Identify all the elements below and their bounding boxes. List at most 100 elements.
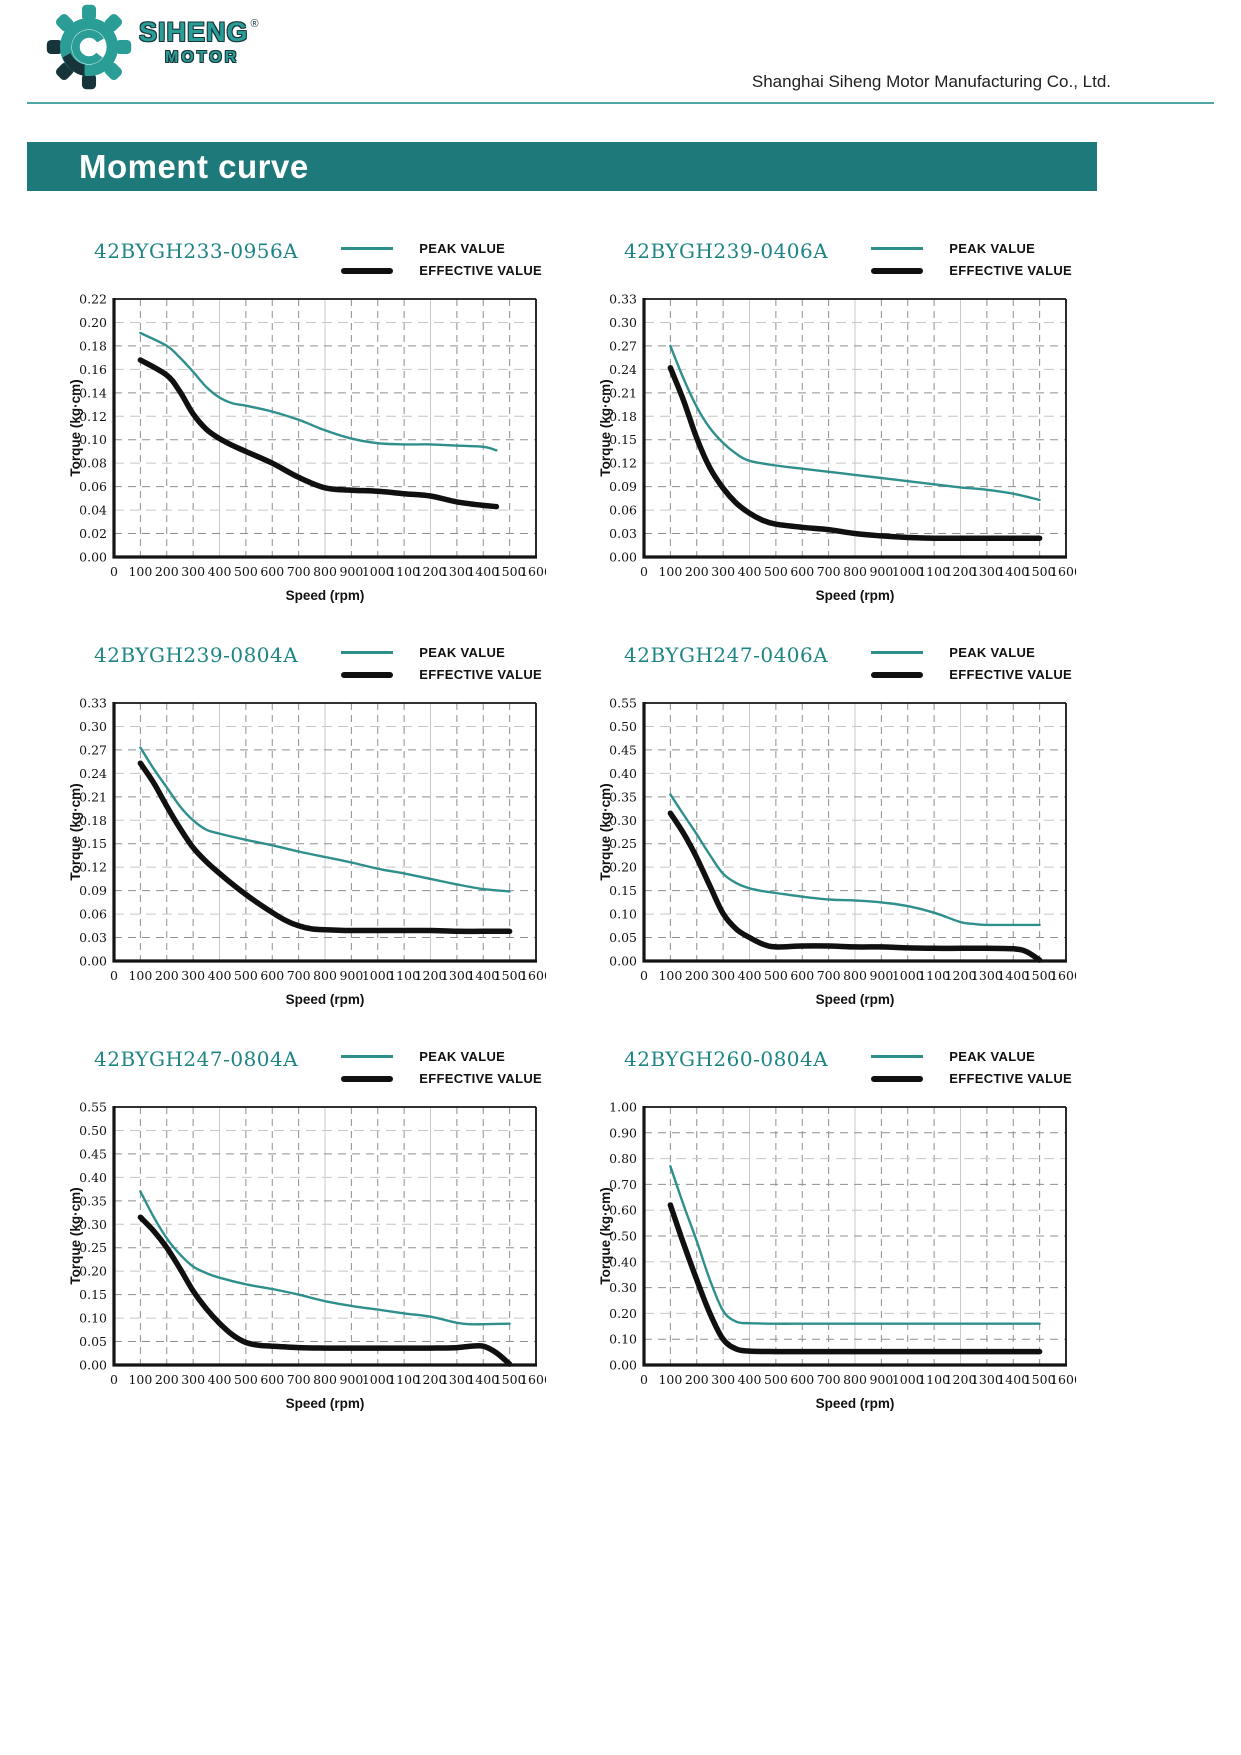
legend-peak-label: PEAK VALUE <box>949 241 1036 256</box>
svg-text:1100: 1100 <box>388 1372 420 1387</box>
svg-text:500: 500 <box>234 1372 258 1387</box>
svg-text:600: 600 <box>790 564 814 579</box>
svg-text:300: 300 <box>181 1372 205 1387</box>
svg-text:0.10: 0.10 <box>79 1311 107 1326</box>
effective-line-swatch <box>341 1075 394 1082</box>
svg-text:1200: 1200 <box>415 564 447 579</box>
page-title: Moment curve <box>79 147 309 185</box>
chart-legend: PEAK VALUE EFFECTIVE VALUE <box>341 645 542 682</box>
svg-text:1600: 1600 <box>1050 968 1076 983</box>
torque-speed-chart: 0.00 0.03 0.06 0.09 0.12 0.15 0.18 0.21 0.24 0.27… <box>598 292 1076 604</box>
svg-text:1000: 1000 <box>892 1372 924 1387</box>
svg-text:200: 200 <box>685 968 709 983</box>
svg-text:200: 200 <box>685 1372 709 1387</box>
svg-text:900: 900 <box>339 1372 363 1387</box>
legend-effective-label: EFFECTIVE VALUE <box>419 667 542 682</box>
legend-effective-row: EFFECTIVE VALUE <box>341 1071 542 1086</box>
svg-text:0.50: 0.50 <box>609 719 637 734</box>
svg-text:0.33: 0.33 <box>609 292 637 307</box>
svg-text:1200: 1200 <box>945 968 977 983</box>
svg-text:400: 400 <box>738 1372 762 1387</box>
svg-text:900: 900 <box>869 1372 893 1387</box>
svg-text:0.06: 0.06 <box>79 907 107 922</box>
svg-text:300: 300 <box>711 564 735 579</box>
chart-title: 42BYGH247-0804A <box>94 1047 299 1071</box>
svg-text:0.00: 0.00 <box>79 550 107 565</box>
svg-text:0.50: 0.50 <box>609 1229 637 1244</box>
legend-effective-label: EFFECTIVE VALUE <box>949 263 1072 278</box>
svg-text:700: 700 <box>817 1372 841 1387</box>
svg-text:0.12: 0.12 <box>609 456 637 471</box>
svg-text:0.30: 0.30 <box>79 719 107 734</box>
svg-text:0.30: 0.30 <box>79 1217 107 1232</box>
svg-text:0.50: 0.50 <box>79 1123 107 1138</box>
svg-text:500: 500 <box>764 564 788 579</box>
svg-text:300: 300 <box>181 968 205 983</box>
svg-text:600: 600 <box>790 968 814 983</box>
chart-block-42BYGH260-0804A: 42BYGH260-0804A PEAK VALUE EFFECTIVE VAL… <box>596 1047 1076 1417</box>
svg-text:Speed (rpm): Speed (rpm) <box>816 588 895 603</box>
svg-text:0: 0 <box>110 968 118 983</box>
svg-text:700: 700 <box>287 1372 311 1387</box>
svg-text:1400: 1400 <box>997 564 1029 579</box>
svg-text:0: 0 <box>640 1372 648 1387</box>
legend-effective-label: EFFECTIVE VALUE <box>949 1071 1072 1086</box>
svg-text:0.15: 0.15 <box>79 1287 107 1302</box>
peak-line-swatch <box>871 1055 924 1058</box>
chart-head: 42BYGH260-0804A PEAK VALUE EFFECTIVE VAL… <box>596 1047 1076 1099</box>
svg-text:1200: 1200 <box>415 968 447 983</box>
svg-text:1600: 1600 <box>520 968 546 983</box>
svg-text:0.00: 0.00 <box>79 1358 107 1373</box>
effective-line-swatch <box>341 671 394 678</box>
legend-peak-row: PEAK VALUE <box>871 1049 1072 1064</box>
svg-text:0.80: 0.80 <box>609 1151 637 1166</box>
svg-text:0.00: 0.00 <box>79 954 107 969</box>
svg-text:0: 0 <box>110 1372 118 1387</box>
svg-text:0.24: 0.24 <box>79 766 107 781</box>
svg-text:1500: 1500 <box>494 564 526 579</box>
chart-block-42BYGH247-0406A: 42BYGH247-0406A PEAK VALUE EFFECTIVE VAL… <box>596 643 1076 1013</box>
svg-text:1100: 1100 <box>918 968 950 983</box>
svg-text:100: 100 <box>658 968 682 983</box>
svg-text:800: 800 <box>843 564 867 579</box>
svg-text:100: 100 <box>128 1372 152 1387</box>
svg-text:800: 800 <box>313 1372 337 1387</box>
svg-text:1100: 1100 <box>388 564 420 579</box>
torque-speed-chart: 0.00 0.05 0.10 0.15 0.20 0.25 0.30 0.35 0.40 0.45… <box>68 1100 546 1412</box>
svg-text:0.22: 0.22 <box>79 292 107 307</box>
svg-text:Torque (kg·cm): Torque (kg·cm) <box>598 1187 613 1284</box>
svg-text:1.00: 1.00 <box>609 1100 637 1115</box>
svg-text:700: 700 <box>287 968 311 983</box>
svg-text:0.12: 0.12 <box>79 409 107 424</box>
svg-text:0.20: 0.20 <box>79 315 107 330</box>
svg-text:600: 600 <box>260 1372 284 1387</box>
svg-text:300: 300 <box>181 564 205 579</box>
svg-text:0.15: 0.15 <box>609 883 637 898</box>
svg-text:Torque (kg·cm): Torque (kg·cm) <box>68 379 83 476</box>
svg-text:1400: 1400 <box>467 968 499 983</box>
chart-head: 42BYGH239-0804A PEAK VALUE EFFECTIVE VAL… <box>66 643 546 695</box>
svg-text:0.45: 0.45 <box>79 1146 107 1161</box>
svg-text:0.00: 0.00 <box>609 550 637 565</box>
chart-block-42BYGH239-0406A: 42BYGH239-0406A PEAK VALUE EFFECTIVE VAL… <box>596 239 1076 609</box>
header-divider <box>27 102 1214 104</box>
svg-text:1200: 1200 <box>945 1372 977 1387</box>
peak-line-swatch <box>341 247 394 250</box>
svg-text:Speed (rpm): Speed (rpm) <box>816 1396 895 1411</box>
svg-text:0.04: 0.04 <box>79 503 107 518</box>
logo-text: SIHENG ® MOTOR <box>139 19 259 66</box>
svg-text:0.45: 0.45 <box>609 742 637 757</box>
svg-text:0.03: 0.03 <box>79 930 107 945</box>
svg-text:1300: 1300 <box>971 968 1003 983</box>
svg-text:0.18: 0.18 <box>79 813 107 828</box>
legend-effective-label: EFFECTIVE VALUE <box>419 263 542 278</box>
svg-text:0.25: 0.25 <box>79 1240 107 1255</box>
chart-legend: PEAK VALUE EFFECTIVE VALUE <box>341 1049 542 1086</box>
chart-legend: PEAK VALUE EFFECTIVE VALUE <box>871 1049 1072 1086</box>
svg-text:0.00: 0.00 <box>609 954 637 969</box>
svg-text:100: 100 <box>658 564 682 579</box>
svg-text:700: 700 <box>817 968 841 983</box>
torque-speed-chart: 0.00 0.03 0.06 0.09 0.12 0.15 0.18 0.21 0.24 0.27… <box>68 696 546 1008</box>
svg-text:1100: 1100 <box>918 1372 950 1387</box>
